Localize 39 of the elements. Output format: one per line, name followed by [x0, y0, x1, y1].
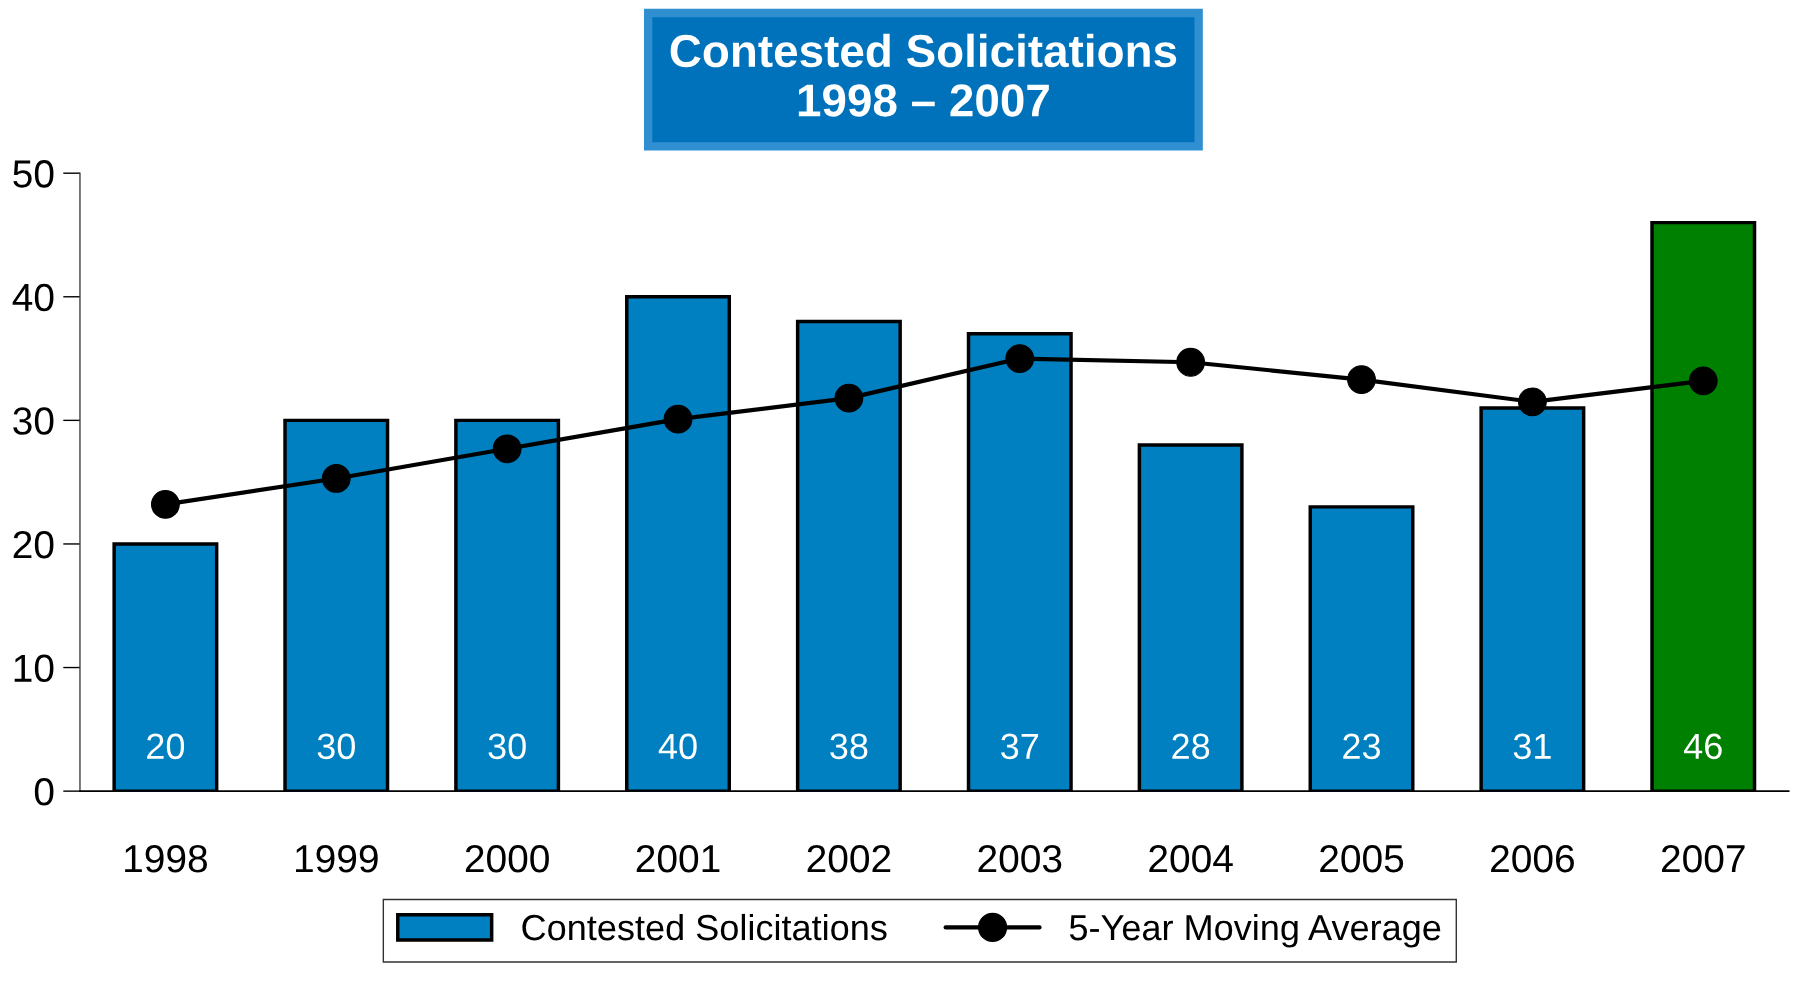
- point: [492, 434, 522, 464]
- data-label: 20: [147, 733, 185, 760]
- point: [1688, 366, 1718, 396]
- point: [663, 404, 693, 434]
- y-tick-label: 50: [13, 160, 54, 188]
- y-tick-label: 40: [12, 283, 54, 312]
- y-tick-label: 0: [34, 778, 54, 806]
- x-tick-label: 2001: [636, 844, 720, 873]
- x-tick-label: 2002: [807, 844, 891, 873]
- x-tick-label: 2004: [1149, 844, 1233, 873]
- point: [1005, 344, 1035, 373]
- data-label: 28: [1172, 733, 1210, 760]
- y-tick-label: 10: [14, 654, 54, 683]
- point: [1176, 347, 1206, 377]
- x-tick-label: 2000: [465, 844, 549, 873]
- data-label: 37: [1001, 733, 1039, 760]
- point: [1347, 365, 1376, 394]
- data-label: 40: [658, 733, 697, 760]
- x-tick-label: 1998: [125, 844, 207, 873]
- data-label: 23: [1343, 733, 1381, 760]
- x-tick-label: 2007: [1661, 844, 1745, 873]
- legend-label: Contested Solicitations: [522, 913, 887, 941]
- data-label: 38: [830, 733, 868, 760]
- y-tick-label: 20: [13, 530, 54, 559]
- legend-label: 5-Year Moving Average: [1069, 913, 1441, 948]
- point: [321, 464, 351, 493]
- point: [834, 383, 864, 413]
- point: [1517, 387, 1547, 417]
- chart-title: Contested Solicitations 1998 – 2007: [670, 33, 1177, 117]
- data-label: 30: [317, 733, 355, 760]
- data-label: 31: [1513, 733, 1551, 760]
- data-label: 30: [488, 733, 526, 760]
- point: [151, 490, 180, 519]
- data-label: 46: [1684, 733, 1722, 760]
- x-tick-label: 1999: [295, 844, 378, 873]
- y-tick-label: 30: [13, 407, 54, 435]
- x-tick-label: 2005: [1320, 844, 1404, 873]
- x-tick-label: 2006: [1491, 844, 1574, 873]
- x-tick-label: 2003: [978, 844, 1062, 873]
